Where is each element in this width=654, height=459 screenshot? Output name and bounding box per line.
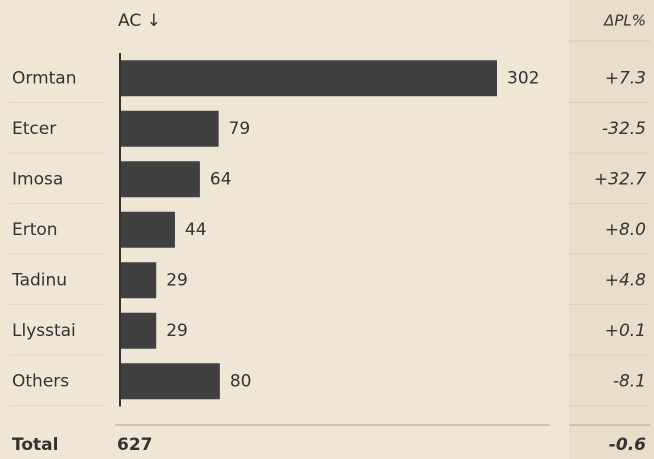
category-label: Llysstai	[12, 321, 76, 341]
delta-label: -8.1	[613, 371, 646, 391]
total-delta: -0.6	[609, 435, 646, 455]
delta-label: +0.1	[605, 321, 646, 341]
category-label: Ormtan	[12, 68, 77, 88]
delta-label: -32.5	[602, 119, 646, 139]
value-header: AC ↓	[118, 11, 161, 31]
category-label: Imosa	[12, 169, 63, 189]
category-label: Erton	[12, 220, 58, 240]
total-value: 627	[117, 435, 153, 455]
value-label: 79	[229, 119, 251, 139]
bar	[120, 312, 157, 349]
value-label: 64	[210, 169, 232, 189]
delta-label: +8.0	[605, 220, 646, 240]
category-label: Tadinu	[11, 270, 67, 290]
value-label: 29	[166, 321, 188, 341]
bar	[120, 363, 220, 400]
delta-label: +32.7	[594, 169, 646, 189]
delta-column-background	[569, 0, 654, 459]
bar	[120, 262, 157, 299]
category-label: Others	[12, 371, 69, 391]
value-label: 44	[185, 220, 207, 240]
delta-label: +4.8	[605, 270, 646, 290]
delta-label: +7.3	[605, 68, 646, 88]
delta-header: ΔPL%	[603, 12, 646, 30]
bar	[120, 110, 219, 147]
value-label: 80	[230, 371, 252, 391]
bar	[120, 60, 497, 97]
value-label: 29	[166, 270, 188, 290]
value-label: 302	[507, 68, 539, 88]
total-label: Total	[12, 435, 58, 455]
category-label: Etcer	[12, 119, 56, 139]
bar	[120, 161, 200, 198]
bar	[120, 211, 175, 248]
